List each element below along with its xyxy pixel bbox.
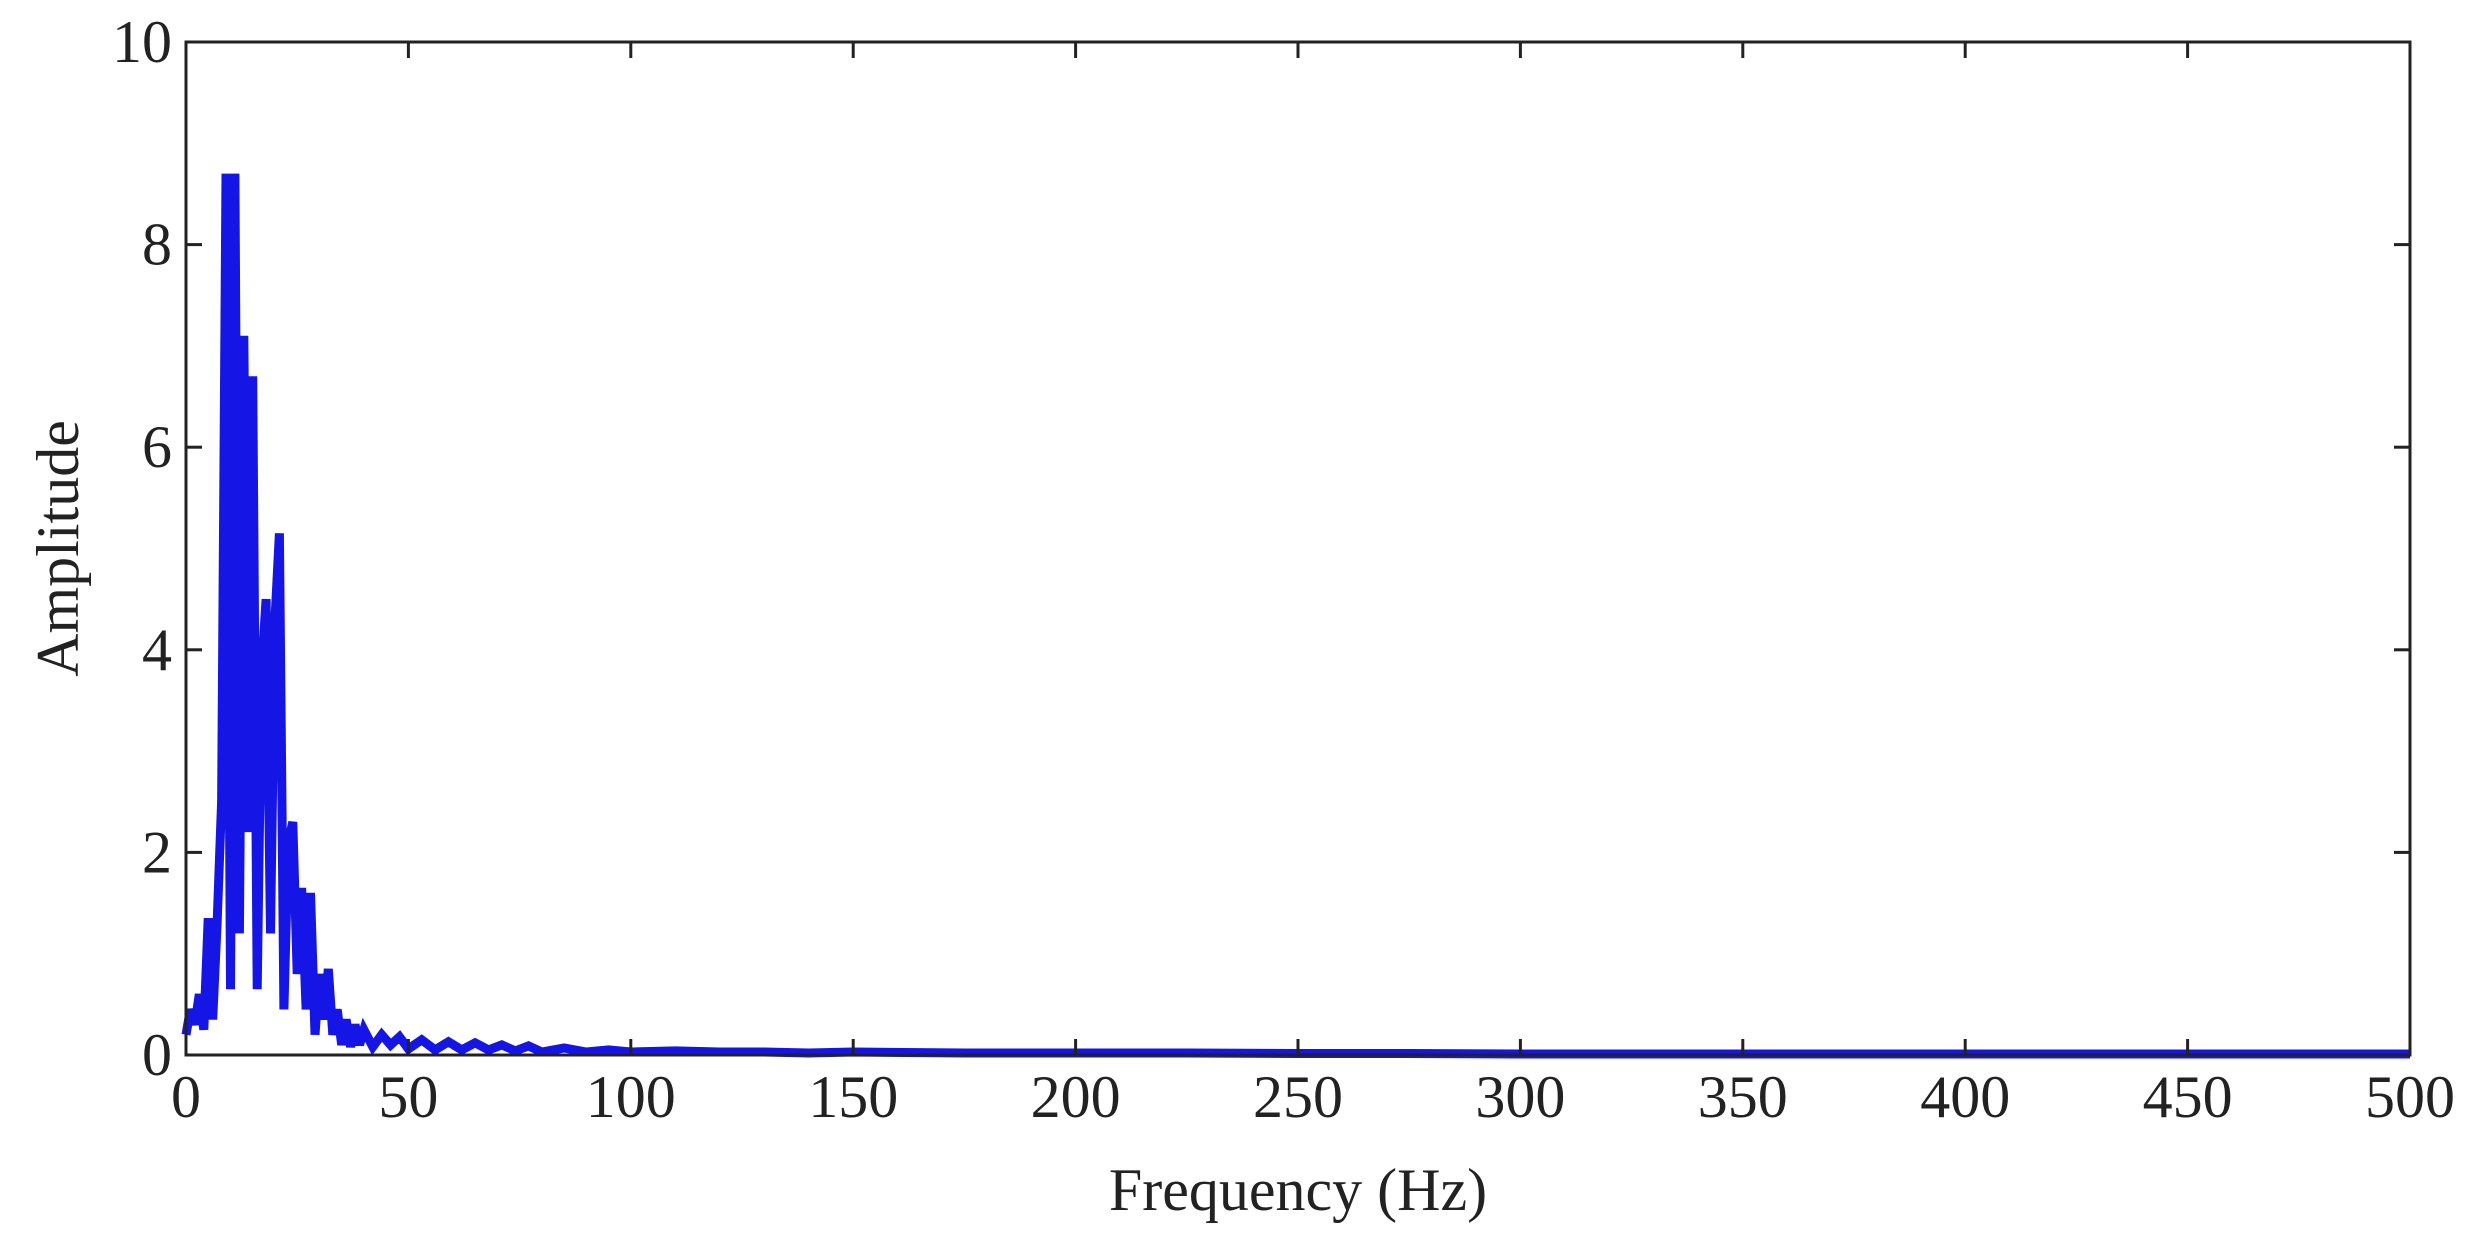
x-tick-label-150: 150 bbox=[808, 1064, 898, 1130]
ticks-layer bbox=[184, 40, 2412, 1057]
x-tick-label-0: 0 bbox=[171, 1064, 201, 1130]
x-tick-label-300: 300 bbox=[1475, 1064, 1565, 1130]
y-tick-label-2: 2 bbox=[142, 819, 172, 885]
y-tick-label-6: 6 bbox=[142, 414, 172, 480]
x-tick-label-50: 50 bbox=[378, 1064, 438, 1130]
x-tick-label-400: 400 bbox=[1920, 1064, 2010, 1130]
x-tick-label-200: 200 bbox=[1031, 1064, 1121, 1130]
x-tick-label-250: 250 bbox=[1253, 1064, 1343, 1130]
tick-labels-layer: 0 50 100 150 200 250 300 350 400 450 500 0 2 4 6 8 10 bbox=[112, 9, 2455, 1130]
series-line-0 bbox=[181, 173, 2410, 1059]
x-tick-label-100: 100 bbox=[586, 1064, 676, 1130]
y-tick-label-0: 0 bbox=[142, 1022, 172, 1088]
y-tick-label-8: 8 bbox=[142, 212, 172, 278]
y-tick-label-10: 10 bbox=[112, 9, 172, 75]
series-layer bbox=[181, 173, 2410, 1059]
y-tick-label-4: 4 bbox=[142, 617, 172, 683]
x-tick-label-500: 500 bbox=[2365, 1064, 2455, 1130]
y-axis-label: Amplitude bbox=[25, 420, 91, 677]
x-tick-label-450: 450 bbox=[2143, 1064, 2233, 1130]
x-axis-label: Frequency (Hz) bbox=[1109, 1157, 1487, 1223]
x-tick-label-350: 350 bbox=[1698, 1064, 1788, 1130]
